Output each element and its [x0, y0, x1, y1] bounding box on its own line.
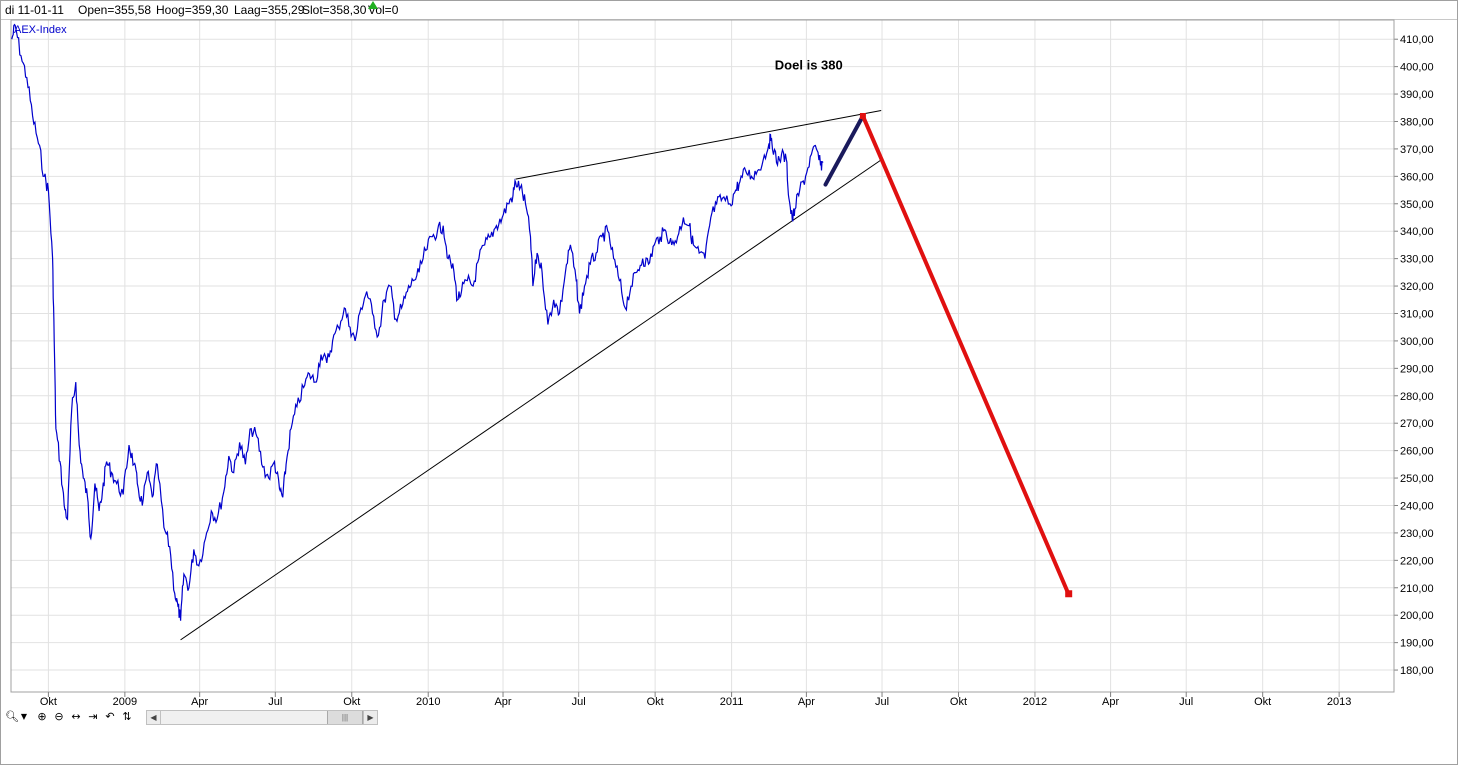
y-tick-label: 320,00 — [1400, 281, 1434, 293]
quote-volume: Vol=0 — [368, 1, 398, 19]
y-tick-label: 200,00 — [1400, 610, 1434, 622]
scrollbar-thumb[interactable]: ||| — [327, 711, 363, 724]
y-tick-label: 230,00 — [1400, 528, 1434, 540]
y-tick-label: 290,00 — [1400, 363, 1434, 375]
x-tick-label: Jul — [268, 696, 282, 708]
x-axis-ticks — [47, 692, 1340, 697]
y-tick-label: 180,00 — [1400, 665, 1434, 677]
y-tick-label: 390,00 — [1400, 89, 1434, 101]
y-tick-label: 240,00 — [1400, 500, 1434, 512]
y-tick-label: 250,00 — [1400, 473, 1434, 485]
chart-scrollbar[interactable]: ◀ ||| ▶ — [146, 710, 378, 725]
projection-line — [823, 114, 865, 187]
projection-endpoint — [1065, 590, 1073, 598]
x-tick-label: Apr — [191, 696, 208, 708]
x-tick-label: 2010 — [416, 696, 440, 708]
price-chart[interactable]: 180,00 190,00 200,00 210,00 220,00 230,00 240,… — [1, 1, 1457, 708]
scroll-left-arrow-icon[interactable]: ◀ — [147, 711, 161, 724]
chart-toolbar: 🔍︎ ▼ ⊕ ⊖ ↔ ⇥ ↶ ⇅ ◀ ||| ▶ — [1, 708, 381, 726]
x-tick-label: Okt — [950, 696, 967, 708]
y-tick-label: 360,00 — [1400, 171, 1434, 183]
vertical-gridlines — [47, 20, 1340, 692]
y-tick-label: 400,00 — [1400, 62, 1434, 74]
dropdown-arrow-icon[interactable]: ▼ — [20, 712, 28, 721]
quote-low: Laag=355,29 — [234, 3, 305, 17]
x-axis-labels: Okt 2009 Apr Jul Okt 2010 Apr Jul Okt 2011 Apr Jul O… — [40, 696, 1352, 708]
quote-high: Hoog=359,30 — [156, 3, 229, 17]
undo-icon[interactable]: ↶ — [105, 710, 115, 723]
chart-title: AEX-Index — [14, 24, 67, 36]
x-tick-label: 2009 — [113, 696, 137, 708]
x-tick-label: Apr — [798, 696, 815, 708]
y-tick-label: 380,00 — [1400, 116, 1434, 128]
quote-close: Slot=358,30 — [302, 3, 367, 17]
horizontal-gridlines — [11, 38, 1398, 671]
projection-line — [860, 114, 1071, 596]
y-tick-label: 210,00 — [1400, 583, 1434, 595]
target-annotation: Doel is 380 — [775, 57, 843, 72]
trendline — [515, 110, 882, 180]
quote-date: di 11-01-11 — [5, 3, 64, 17]
go-to-end-icon[interactable]: ⇥ — [88, 710, 98, 723]
y-tick-label: 370,00 — [1400, 144, 1434, 156]
zoom-in-icon[interactable]: ⊕ — [37, 710, 47, 723]
x-tick-label: 2013 — [1327, 696, 1351, 708]
y-axis-labels: 180,00 190,00 200,00 210,00 220,00 230,00 240,… — [1400, 34, 1434, 677]
x-tick-label: Apr — [1102, 696, 1119, 708]
x-tick-label: 2011 — [720, 696, 744, 708]
data-cursor-icon[interactable]: ⇅ — [122, 710, 132, 723]
x-tick-label: Apr — [494, 696, 511, 708]
trendline — [180, 159, 882, 641]
y-tick-label: 340,00 — [1400, 226, 1434, 238]
y-tick-label: 260,00 — [1400, 446, 1434, 458]
volume-up-arrow-icon — [368, 1, 378, 9]
x-tick-label: Jul — [1179, 696, 1193, 708]
x-tick-label: Okt — [647, 696, 664, 708]
projection-lines — [823, 113, 1073, 598]
y-tick-label: 280,00 — [1400, 391, 1434, 403]
y-tick-label: 310,00 — [1400, 308, 1434, 320]
aex-series-line — [11, 23, 824, 621]
y-tick-label: 270,00 — [1400, 418, 1434, 430]
y-tick-label: 300,00 — [1400, 336, 1434, 348]
y-tick-label: 220,00 — [1400, 555, 1434, 567]
y-tick-label: 350,00 — [1400, 199, 1434, 211]
zoom-out-icon[interactable]: ⊖ — [54, 710, 64, 723]
scroll-right-arrow-icon[interactable]: ▶ — [363, 711, 377, 724]
x-tick-label: 2012 — [1023, 696, 1047, 708]
y-tick-label: 190,00 — [1400, 638, 1434, 650]
x-tick-label: Okt — [40, 696, 57, 708]
projection-apex — [859, 113, 866, 119]
x-tick-label: Okt — [1254, 696, 1271, 708]
quote-open: Open=355,58 — [78, 3, 152, 17]
zoom-select-icon[interactable]: 🔍︎ — [5, 710, 19, 723]
x-tick-label: Jul — [875, 696, 889, 708]
trendlines — [180, 110, 882, 641]
y-tick-label: 410,00 — [1400, 34, 1434, 46]
y-tick-label: 330,00 — [1400, 254, 1434, 266]
fit-width-icon[interactable]: ↔ — [71, 710, 81, 723]
x-tick-label: Jul — [572, 696, 586, 708]
x-tick-label: Okt — [343, 696, 360, 708]
